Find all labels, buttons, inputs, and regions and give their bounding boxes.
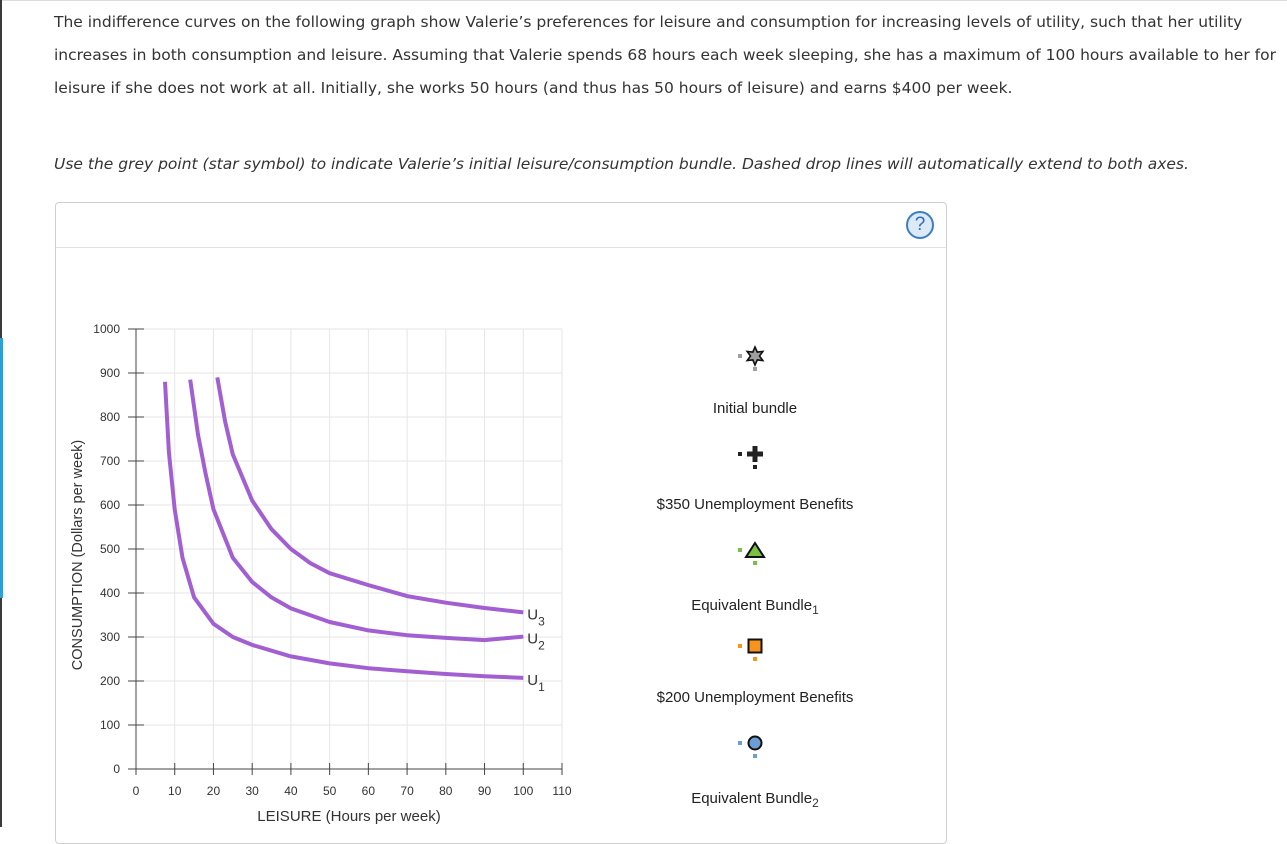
tool-star-shape bbox=[745, 345, 765, 367]
x-tick-label: 50 bbox=[323, 784, 337, 798]
tool-circle-shape bbox=[747, 735, 763, 751]
tool-square-icon[interactable] bbox=[736, 635, 770, 665]
drop-line-marker-h bbox=[738, 741, 742, 745]
y-axis-label: CONSUMPTION (Dollars per week) bbox=[70, 440, 86, 670]
panel-header: ? bbox=[56, 203, 946, 248]
tool-square-shape bbox=[747, 638, 763, 654]
x-tick-label: 20 bbox=[207, 784, 221, 798]
drop-line-marker-h bbox=[738, 644, 742, 648]
y-tick-label: 600 bbox=[100, 498, 120, 512]
tool-triangle-shape bbox=[744, 541, 766, 558]
drop-line-marker-v bbox=[753, 657, 757, 661]
help-button[interactable]: ? bbox=[906, 211, 934, 239]
y-tick-label: 100 bbox=[100, 718, 120, 732]
x-tick-label: 0 bbox=[133, 784, 140, 798]
y-tick-label: 700 bbox=[100, 454, 120, 468]
indifference-curve-u3 bbox=[215, 377, 524, 615]
drop-line-marker-v bbox=[753, 754, 757, 758]
tool-label-triangle[interactable]: Equivalent Bundle1 bbox=[635, 595, 875, 617]
tool-circle-icon[interactable] bbox=[736, 732, 770, 762]
y-tick-label: 0 bbox=[113, 762, 120, 776]
question-paragraph: The indifference curves on the following… bbox=[54, 13, 1276, 97]
tool-label-circle[interactable]: Equivalent Bundle2 bbox=[635, 788, 875, 810]
indifference-curve-u2 bbox=[188, 379, 524, 643]
curve-label-u3: U3 bbox=[527, 606, 545, 628]
drop-line-marker-h bbox=[738, 452, 742, 456]
drop-line-marker-v bbox=[753, 561, 757, 565]
indifference-curve-u1 bbox=[163, 381, 524, 680]
y-tick-label: 200 bbox=[100, 674, 120, 688]
curve-label-u2: U2 bbox=[527, 631, 545, 653]
curve-label-u1: U1 bbox=[527, 672, 545, 694]
y-tick-label: 400 bbox=[100, 586, 120, 600]
drop-line-marker-v bbox=[753, 465, 757, 469]
x-tick-label: 70 bbox=[400, 784, 414, 798]
instruction-text: Use the grey point (star symbol) to indi… bbox=[54, 155, 1189, 173]
tool-label-subscript: 2 bbox=[812, 796, 819, 811]
tool-label-text: $350 Unemployment Benefits bbox=[656, 496, 854, 513]
left-edge-accent bbox=[0, 338, 3, 598]
tool-plus-icon[interactable] bbox=[736, 443, 770, 473]
y-tick-label: 800 bbox=[100, 410, 120, 424]
x-tick-label: 40 bbox=[284, 784, 298, 798]
graph-panel: ? bbox=[55, 202, 947, 844]
tool-plus-shape bbox=[747, 446, 763, 462]
tool-label-text: Initial bundle bbox=[712, 400, 798, 417]
x-tick-label: 30 bbox=[246, 784, 260, 798]
x-tick-label: 80 bbox=[439, 784, 453, 798]
y-tick-label: 1000 bbox=[93, 322, 120, 336]
tool-label-text: Equivalent Bundle bbox=[691, 597, 813, 614]
y-tick-label: 500 bbox=[100, 542, 120, 556]
x-tick-label: 10 bbox=[168, 784, 182, 798]
x-tick-label: 60 bbox=[362, 784, 376, 798]
tool-label-plus[interactable]: $350 Unemployment Benefits bbox=[635, 494, 875, 513]
top-rule bbox=[0, 0, 1287, 1]
y-tick-label: 900 bbox=[100, 366, 120, 380]
x-axis-label: LEISURE (Hours per week) bbox=[257, 808, 440, 825]
tool-label-text: $200 Unemployment Benefits bbox=[656, 689, 854, 706]
tool-label-text: Equivalent Bundle bbox=[691, 790, 813, 807]
tool-label-square[interactable]: $200 Unemployment Benefits bbox=[635, 687, 875, 706]
tool-triangle-icon[interactable] bbox=[736, 539, 770, 569]
x-tick-label: 100 bbox=[513, 784, 533, 798]
tool-label-star[interactable]: Initial bundle bbox=[635, 398, 875, 417]
drop-line-marker-h bbox=[738, 354, 742, 358]
tool-star-icon[interactable] bbox=[736, 345, 770, 375]
y-tick-label: 300 bbox=[100, 630, 120, 644]
drop-line-marker-h bbox=[738, 548, 742, 552]
indifference-chart[interactable]: 0 100 200 300 400 500 600 700 800 900 1000 0 10 20 30 4… bbox=[60, 310, 620, 827]
x-tick-label: 110 bbox=[552, 784, 571, 798]
tool-label-subscript: 1 bbox=[812, 603, 819, 618]
x-tick-label: 90 bbox=[478, 784, 492, 798]
drop-line-marker-v bbox=[753, 367, 757, 371]
